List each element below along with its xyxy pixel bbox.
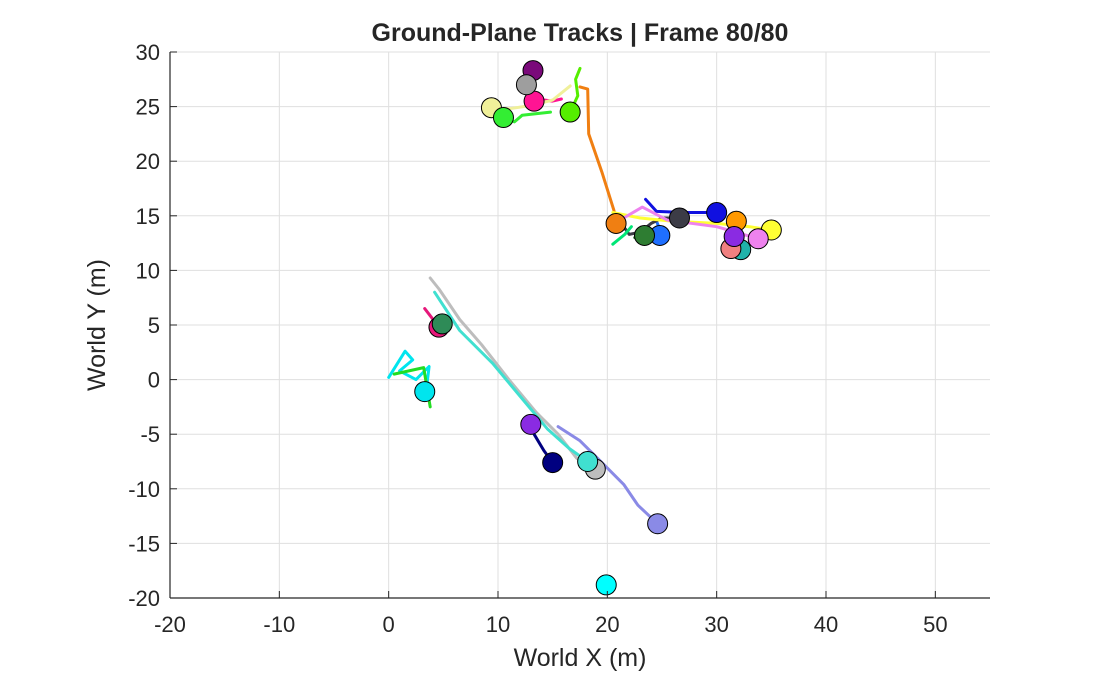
track-trail-5 bbox=[611, 211, 773, 232]
track-trail-22 bbox=[428, 276, 597, 471]
track-marker-14 bbox=[515, 74, 537, 96]
y-tick-label: -20 bbox=[128, 586, 160, 611]
track-marker-6 bbox=[747, 228, 769, 250]
track-marker-19 bbox=[431, 313, 453, 335]
track-marker-16 bbox=[492, 107, 514, 129]
track-marker-27 bbox=[595, 574, 617, 596]
grid-lines bbox=[169, 51, 990, 599]
x-tick-label: 50 bbox=[923, 612, 947, 637]
track-marker-7 bbox=[634, 224, 656, 246]
y-axis-label: World Y (m) bbox=[83, 259, 111, 391]
y-tick-label: -15 bbox=[128, 531, 160, 556]
track-marker-23 bbox=[577, 451, 599, 472]
x-tick-label: 20 bbox=[595, 612, 619, 637]
track-marker-0 bbox=[605, 212, 627, 234]
x-tick-label: 30 bbox=[704, 612, 728, 637]
track-marker-10 bbox=[723, 226, 745, 248]
x-tick-label: -20 bbox=[154, 612, 186, 637]
track-trail-11 bbox=[611, 225, 633, 246]
y-tick-label: -10 bbox=[128, 477, 160, 502]
track-trail-4 bbox=[644, 197, 719, 214]
y-tick-label: 10 bbox=[136, 258, 160, 283]
track-marker-20 bbox=[414, 381, 436, 403]
y-tick-labels: 30 25 20 15 10 5 0 -5 -10 -15 -20 bbox=[128, 40, 160, 611]
x-tick-label: 10 bbox=[486, 612, 510, 637]
y-tick-label: 5 bbox=[148, 313, 160, 338]
x-axis-label: World X (m) bbox=[514, 644, 647, 672]
track-marker-26 bbox=[542, 452, 564, 474]
axes-frame bbox=[169, 51, 990, 599]
x-tick-label: 40 bbox=[814, 612, 838, 637]
chart-title: Ground-Plane Tracks | Frame 80/80 bbox=[372, 19, 789, 47]
y-tick-label: 0 bbox=[148, 368, 160, 393]
track-marker-24 bbox=[647, 513, 669, 535]
track-trail-24 bbox=[556, 425, 660, 526]
x-tick-labels: -20 -10 0 10 20 30 40 50 bbox=[154, 612, 947, 637]
x-tick-label: -10 bbox=[263, 612, 295, 637]
track-marker-17 bbox=[559, 101, 581, 123]
y-tick-label: 25 bbox=[136, 95, 160, 120]
track-marker-3 bbox=[668, 207, 690, 229]
y-tick-label: 15 bbox=[136, 204, 160, 229]
y-tick-label: 20 bbox=[136, 149, 160, 174]
y-tick-label: 30 bbox=[136, 40, 160, 65]
y-tick-label: -5 bbox=[140, 422, 160, 447]
track-marker-25 bbox=[520, 413, 542, 435]
x-tick-label: 0 bbox=[383, 612, 395, 637]
track-marker-4 bbox=[706, 202, 728, 224]
track-trail-23 bbox=[433, 290, 590, 463]
track-markers bbox=[414, 60, 782, 596]
